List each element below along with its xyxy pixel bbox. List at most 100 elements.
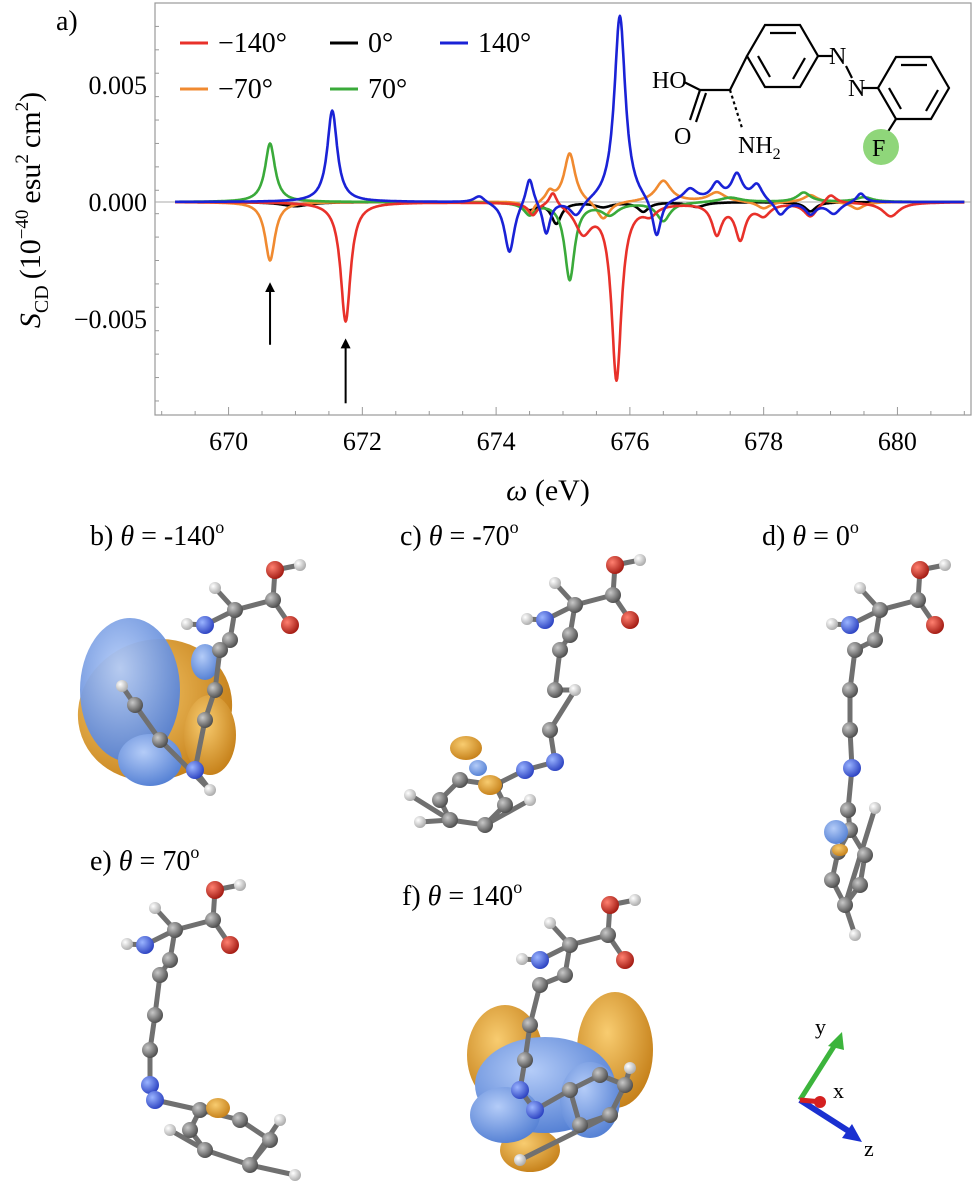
bond-stick — [517, 1112, 613, 1163]
atom-H — [521, 613, 533, 625]
y-arrowhead — [828, 1032, 844, 1050]
lobe-orange — [206, 1098, 230, 1118]
molecule-e-skeleton — [121, 879, 301, 1181]
molecule-c-skeleton — [404, 554, 646, 833]
atom-N — [141, 1076, 159, 1094]
ball-and-stick-models — [116, 554, 951, 1181]
atom-O — [601, 896, 619, 914]
atom-H — [524, 794, 536, 806]
atom-H — [204, 784, 216, 796]
atom-N — [536, 611, 554, 629]
atom-C — [232, 1112, 248, 1128]
atom-H — [624, 1062, 636, 1074]
atom-O — [606, 556, 624, 574]
series-line — [174, 192, 965, 382]
carbonyl-bond-1 — [688, 89, 702, 121]
atom-O — [911, 561, 929, 579]
atom-H — [116, 680, 128, 692]
atom-C — [442, 812, 458, 828]
atom-O — [926, 616, 944, 634]
atom-C — [872, 602, 888, 618]
atom-C — [205, 912, 221, 928]
atom-C — [547, 682, 563, 698]
atom-C — [522, 1017, 538, 1033]
atom-O — [266, 561, 284, 579]
atom-C — [262, 1132, 278, 1148]
atom-C — [192, 1102, 208, 1118]
panel-label-b: b) θ = -140o — [90, 517, 224, 552]
x-tick-label: 678 — [744, 427, 783, 456]
molecule-e-lobes — [206, 1098, 230, 1118]
x-tick-label: 680 — [878, 427, 917, 456]
atom-C — [857, 847, 873, 863]
atom-C — [182, 1122, 198, 1138]
atom-C — [167, 922, 183, 938]
lobe-blue — [469, 760, 487, 776]
atom-H — [514, 1154, 526, 1166]
benzene-ring-2 — [876, 55, 951, 121]
atom-H — [274, 1114, 286, 1126]
atom-C — [542, 722, 558, 738]
ring2-inner-bond-3 — [888, 87, 902, 110]
atom-C — [452, 772, 468, 788]
y-tick-label: −0.005 — [74, 305, 147, 334]
legend-label: 140° — [478, 28, 531, 59]
svg-text:e) θ = 70o: e) θ = 70o — [90, 842, 199, 877]
atom-H — [869, 802, 881, 814]
svg-text:b) θ = -140o: b) θ = -140o — [90, 517, 224, 552]
atom-C — [605, 587, 621, 603]
atom-C — [207, 682, 223, 698]
atom-C — [552, 642, 568, 658]
inset-molecule — [683, 23, 951, 139]
atom-C — [152, 732, 168, 748]
molecule-d-skeleton — [824, 559, 951, 941]
axes-triad: y x z — [797, 1014, 874, 1161]
atom-C — [910, 592, 926, 608]
legend-label: −70° — [218, 74, 273, 105]
atom-C — [142, 1042, 158, 1058]
panel-label-d: d) θ = 0o — [762, 517, 859, 552]
atom-H — [414, 816, 426, 828]
atom-C — [477, 817, 493, 833]
lobe-orange — [832, 844, 848, 856]
alpha-bond — [729, 55, 748, 91]
atom-C — [842, 682, 858, 698]
atom-O — [616, 951, 634, 969]
lobe-blue — [80, 618, 180, 762]
atom-C — [152, 967, 168, 983]
x-tick-label: 676 — [610, 427, 649, 456]
series-line — [174, 142, 965, 282]
atom-C — [562, 627, 578, 643]
atom-H — [164, 1124, 176, 1136]
atom-C — [562, 1082, 578, 1098]
carbonyl-bond-2 — [694, 92, 708, 123]
panel-label-f: f) θ = 140o — [402, 877, 522, 912]
ho-label: HO — [652, 68, 687, 94]
atom-H — [234, 879, 246, 891]
amine-bond — [728, 89, 744, 129]
atom-N — [186, 761, 204, 779]
lobe-orange — [450, 736, 482, 760]
atom-O — [221, 936, 239, 954]
legend-label: −140° — [218, 28, 287, 59]
panel-label-c: c) θ = -70o — [400, 517, 519, 552]
atom-C — [162, 952, 178, 968]
triad-z-label: z — [864, 1136, 874, 1161]
atom-C — [197, 1142, 213, 1158]
atom-C — [517, 1052, 533, 1068]
atom-N — [146, 1091, 164, 1109]
atom-C — [227, 602, 243, 618]
molecule-c-lobes — [450, 736, 502, 795]
atom-H — [939, 559, 951, 571]
lobe-orange — [478, 775, 502, 795]
atom-N — [841, 616, 859, 634]
atom-H — [544, 917, 556, 929]
x-axis-ticks: 670 672 674 676 678 680 — [161, 407, 965, 456]
x-tick-label: 674 — [477, 427, 516, 456]
atom-N — [196, 616, 214, 634]
atom-N — [546, 753, 564, 771]
atom-H — [826, 618, 838, 630]
atom-N — [526, 1101, 544, 1119]
atom-H — [289, 1169, 301, 1181]
bond-stick — [157, 737, 213, 793]
